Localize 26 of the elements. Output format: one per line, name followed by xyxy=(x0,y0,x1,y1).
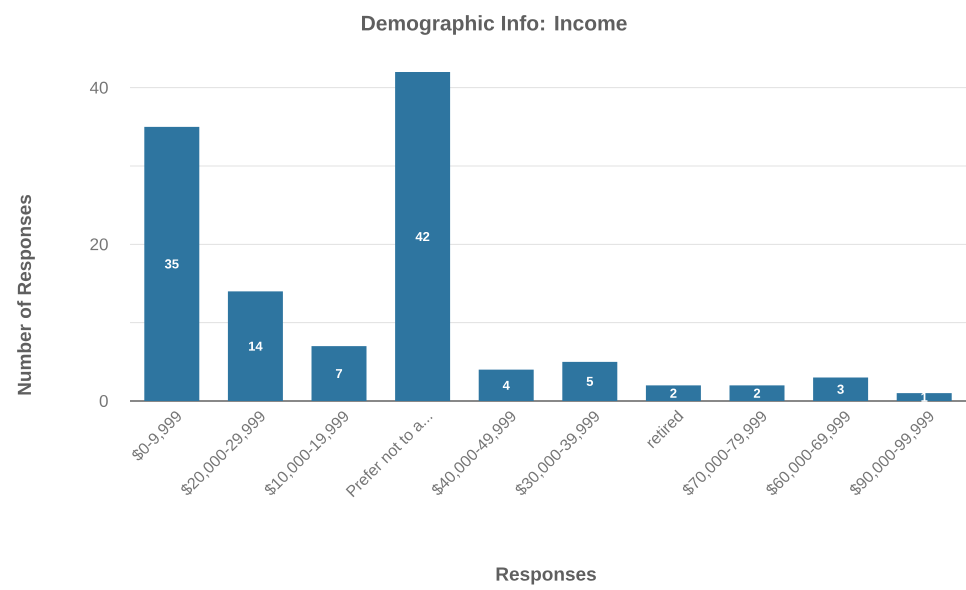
y-tick-label: 0 xyxy=(100,394,108,408)
bar xyxy=(478,370,534,401)
bar xyxy=(395,72,450,401)
bar xyxy=(896,393,952,401)
chart-title: Demographic Info: Income xyxy=(362,15,627,35)
data-label: 2 xyxy=(670,388,677,398)
data-label: 7 xyxy=(336,369,342,378)
bar xyxy=(562,362,618,401)
data-label: 1 xyxy=(921,392,928,402)
data-label: 5 xyxy=(586,376,594,386)
y-tick-label: 40 xyxy=(90,82,108,94)
bar xyxy=(312,346,367,401)
bar xyxy=(730,385,785,401)
data-label: 42 xyxy=(416,232,430,242)
bar xyxy=(228,291,283,401)
bar xyxy=(813,378,868,401)
data-label: 35 xyxy=(164,259,179,269)
data-label: 4 xyxy=(502,380,510,390)
bar xyxy=(646,385,701,401)
y-axis-title: Number of Responses xyxy=(17,194,35,395)
data-label: 14 xyxy=(248,342,263,351)
data-label: 2 xyxy=(754,388,760,398)
y-tick-label: 20 xyxy=(90,238,108,250)
bar xyxy=(144,126,200,401)
data-label: 3 xyxy=(837,384,844,394)
x-axis-title: Responses xyxy=(496,568,596,584)
